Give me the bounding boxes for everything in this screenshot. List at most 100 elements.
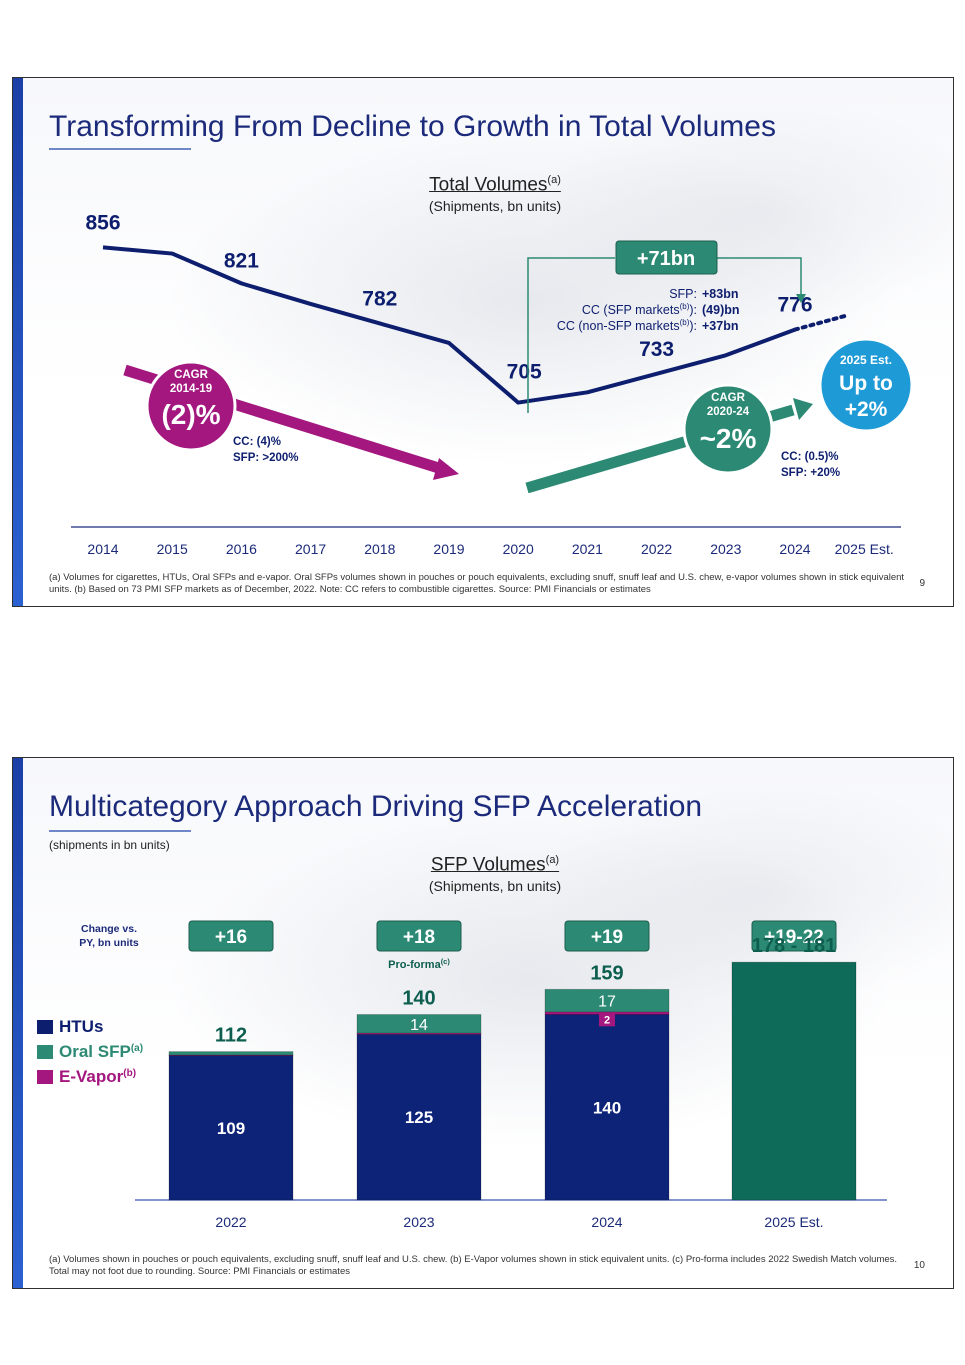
title-underline [49,148,191,150]
slide-accent-bar [13,758,23,1288]
legend-swatch [37,1070,53,1084]
volume-line [102,245,796,405]
slide-sfp-volumes: Multicategory Approach Driving SFP Accel… [12,757,954,1289]
chart-title-sup: (a) [545,854,560,866]
footnote: (a) Volumes for cigarettes, HTUs, Oral S… [49,572,905,595]
change-badge [188,920,274,952]
legend-swatch [37,1020,53,1034]
cagr-right-note2: SFP: +20% [781,467,840,479]
delta-bracket-arrow [796,294,806,303]
data-label: 2 [604,1014,610,1026]
chart-title-sup: (a) [547,174,561,186]
x-tick-label: 2019 [433,541,464,557]
estimate-badge [818,337,914,433]
x-tick-label: 2023 [403,1214,434,1230]
chart-subtitle: (Shipments, bn units) [428,198,562,215]
data-label: 17 [598,994,616,1011]
change-badge [376,920,462,952]
data-label: 776 [777,294,812,317]
bar-oral-sfp [544,988,670,1013]
breakdown-value: +83bn [702,287,738,301]
x-tick-label: 2022 [641,541,672,557]
data-label: 821 [224,249,259,272]
cagr-right-line1: CAGR [711,392,746,404]
chart-title: SFP Volumes [430,854,546,876]
x-tick-label: 2018 [364,541,395,557]
change-badge [751,920,837,952]
change-badge-label: +19 [591,927,623,948]
data-label: 705 [507,361,542,384]
breakdown-label: SFP: [669,287,697,301]
x-tick-label: 2015 [157,541,188,557]
forecast-line [793,313,849,332]
cagr-left-line2: 2014-19 [170,383,212,395]
slide-title: Transforming From Decline to Growth in T… [49,110,776,143]
data-label: 140 [593,1098,621,1117]
bar-oral-sfp [168,1051,294,1056]
x-tick-label: 2021 [572,541,603,557]
cagr-right-line2: 2020-24 [707,406,750,418]
x-tick-label: 2022 [215,1214,246,1230]
x-tick-label: 2017 [295,541,326,557]
change-label-line1: Change vs. [81,923,137,935]
cagr-right-note1: CC: (0.5)% [781,451,839,463]
slide-subtitle: (shipments in bn units) [49,838,170,852]
cagr-left-note1: CC: (4)% [233,436,281,448]
x-tick-label: 2023 [710,541,741,557]
cagr-left-value: (2)% [161,399,220,430]
change-badge-label: +19-22 [764,927,824,948]
legend-label: Oral SFP(a) [59,1042,143,1061]
data-label: 109 [217,1119,245,1138]
bar-total [731,961,857,1201]
bar-oral-sfp [356,1014,482,1034]
x-tick-label: 2016 [226,541,257,557]
cagr-right-value: ~2% [700,423,757,454]
x-tick-label: 2020 [503,541,534,557]
total-volumes-chart: 2014 2015 2016 2017 2018 2019 2020 2021 2022 2023… [71,211,914,557]
chart-subtitle: (Shipments, bn units) [428,878,562,895]
breakdown-label: CC (non-SFP markets(b)): [557,318,697,333]
breakdown-value: +37bn [702,319,738,333]
x-tick-label: 2025 Est. [764,1214,823,1230]
estimate-badge-line3: +2% [845,398,888,421]
legend-label: E-Vapor(b) [59,1067,136,1086]
total-label: 178 - 181 [752,935,837,957]
cagr-left-badge [145,360,237,452]
legend-swatch [37,1045,53,1059]
page-number: 10 [913,1260,925,1271]
breakdown-value: (49)bn [702,303,740,317]
data-label: 125 [405,1108,433,1127]
estimate-badge-line1: 2025 Est. [840,353,892,367]
x-tick-label: 2025 Est. [835,541,894,557]
delta-badge-label: +71bn [637,248,695,270]
slide-background [13,78,953,606]
change-badge-label: +16 [215,927,247,948]
data-label: 856 [85,211,120,234]
decline-arrow-head [433,458,459,480]
change-label-line2: PY, bn units [79,937,139,949]
slide-title: Multicategory Approach Driving SFP Accel… [49,790,703,823]
data-label: 782 [362,287,397,310]
cagr-left-note2: SFP: >200% [233,452,299,464]
bar-htus [544,1014,670,1201]
title-underline [49,830,191,832]
bar-htus [168,1055,294,1201]
chart-heading: SFP Volumes(a) (Shipments, bn units) [345,854,645,894]
chart-title: Total Volumes [429,174,548,196]
growth-arrow-head [793,398,813,420]
slide-accent-bar [13,78,23,606]
chart-heading: Total Volumes(a) (Shipments, bn units) [345,174,645,214]
breakdown-label: CC (SFP markets(b)): [582,302,697,317]
estimate-badge-line2: Up to [839,372,893,395]
total-label: 159 [590,962,623,984]
x-tick-label: 2024 [779,541,810,557]
cagr-right-badge [682,383,774,475]
cagr-left-line1: CAGR [174,369,209,381]
delta-badge [615,240,718,275]
delta-bracket-left [527,257,615,413]
slide-total-volumes: Transforming From Decline to Growth in T… [12,77,954,607]
page-number: 9 [919,578,925,589]
total-label: 112 [215,1025,247,1047]
data-label-bg [599,1011,615,1027]
proforma-note: Pro-forma(c) [388,957,450,971]
